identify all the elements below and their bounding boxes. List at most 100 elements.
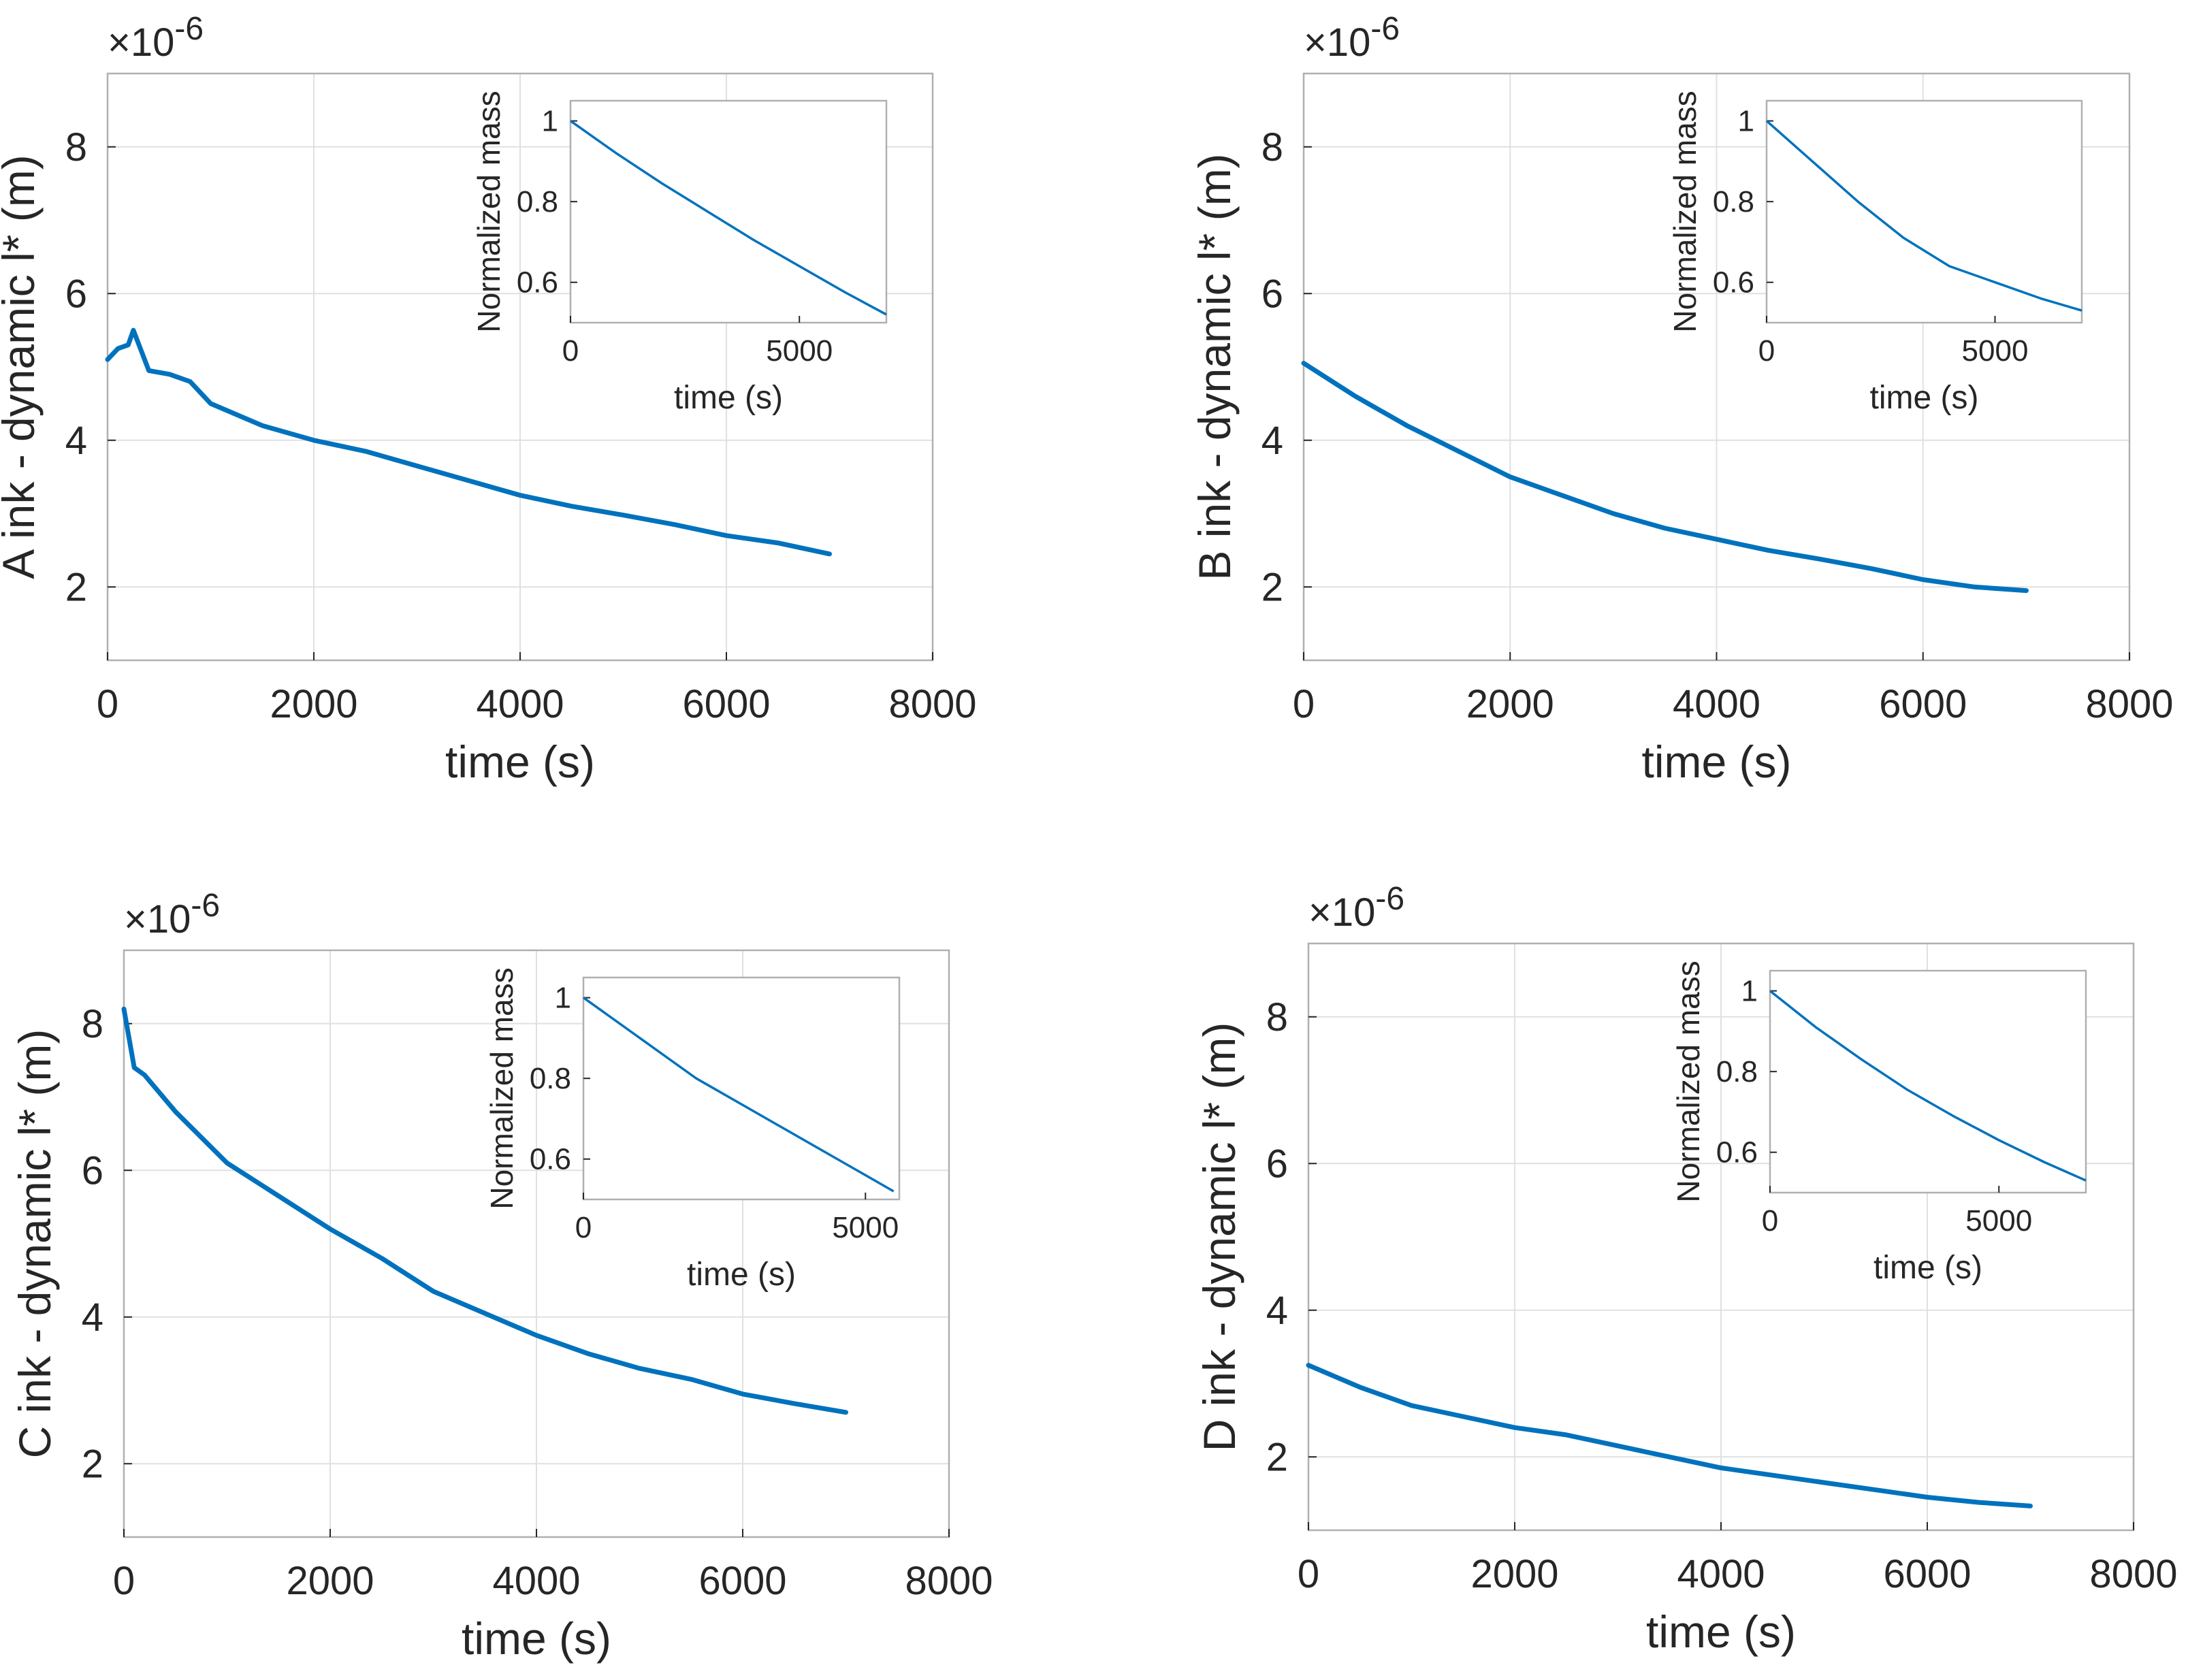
inset-plot: 0 5000 0.6 0.8 1 time (s) Normalized mass: [484, 967, 901, 1293]
inset-y-tick-label: 1: [555, 982, 571, 1015]
series-line: [121, 1006, 848, 1415]
inset-y-tick-label: 0.6: [1713, 266, 1754, 300]
exponent-power: -6: [1375, 881, 1404, 917]
exponent-label: ×10-6: [1308, 881, 1404, 935]
inset-axes-box: [569, 99, 888, 324]
inset-y-tick-label: 0.6: [517, 266, 558, 300]
y-axis-label: D ink - dynamic l* (m): [1194, 1022, 1244, 1452]
x-tick-label: 4000: [476, 682, 564, 726]
y-tick-label: 2: [1261, 565, 1283, 609]
x-tick-label: 6000: [1879, 682, 1967, 726]
inset-x-tick-label: 0: [575, 1211, 592, 1244]
inset-y-tick-label: 0.8: [1713, 185, 1754, 219]
x-tick-label: 8000: [2085, 682, 2173, 726]
inset-series-line: [569, 120, 887, 316]
inset-x-tick-label: 0: [562, 334, 579, 368]
y-tick-label: 4: [1261, 419, 1283, 463]
x-tick-label: 6000: [1883, 1552, 1971, 1596]
x-axis-label: time (s): [462, 1613, 611, 1664]
panel-d: 0 2000 4000 6000 8000 2 4 6 8 ×10-6 time (s) D ink …: [1194, 881, 2178, 1657]
exponent-label: ×10-6: [1304, 11, 1400, 65]
x-tick-label: 0: [113, 1559, 135, 1603]
inset-series-line: [582, 997, 895, 1193]
y-tick-label: 8: [65, 125, 87, 169]
y-tick-label: 8: [1261, 125, 1283, 169]
inset-x-tick-label: 5000: [766, 334, 833, 368]
inset-y-axis-label: Normalized mass: [1671, 960, 1706, 1202]
inset-x-axis-label: time (s): [687, 1257, 796, 1293]
y-tick-label: 6: [1266, 1142, 1288, 1186]
panel-a: 0 2000 4000 6000 8000 2 4 6 8 ×10-6 time (s) A ink …: [0, 11, 977, 787]
y-axis-label: A ink - dynamic l* (m): [0, 155, 44, 579]
x-tick-label: 0: [1298, 1552, 1319, 1596]
x-tick-label: 2000: [1466, 682, 1554, 726]
x-tick-label: 2000: [286, 1559, 374, 1603]
exponent-label: ×10-6: [124, 888, 220, 941]
inset-y-tick-label: 1: [1741, 975, 1758, 1008]
inset-y-tick-label: 0.6: [1716, 1136, 1758, 1169]
x-tick-label: 2000: [1470, 1552, 1558, 1596]
inset-y-tick-label: 0.8: [1716, 1055, 1758, 1088]
exponent-power: -6: [191, 888, 220, 924]
inset-y-tick-label: 0.8: [517, 185, 558, 219]
x-tick-label: 6000: [682, 682, 770, 726]
y-tick-label: 8: [1266, 995, 1288, 1039]
exponent-base: ×10: [124, 897, 191, 941]
inset-x-axis-label: time (s): [1870, 380, 1979, 416]
exponent-base: ×10: [1308, 890, 1375, 935]
inset-plot: 0 5000 0.6 0.8 1 time (s) Normalized mass: [471, 91, 888, 416]
y-tick-label: 2: [82, 1442, 103, 1486]
inset-x-axis-label: time (s): [674, 380, 783, 416]
y-tick-label: 8: [82, 1002, 103, 1046]
y-tick-label: 6: [82, 1148, 103, 1193]
x-axis-label: time (s): [445, 737, 595, 787]
inset-y-tick-label: 1: [1738, 105, 1754, 138]
series-line: [1306, 1363, 2033, 1508]
x-axis-label: time (s): [1646, 1606, 1796, 1657]
x-tick-label: 4000: [1673, 682, 1760, 726]
inset-x-axis-label: time (s): [1873, 1250, 1982, 1286]
y-axis-label: C ink - dynamic l* (m): [10, 1029, 60, 1459]
panel-b: 0 2000 4000 6000 8000 2 4 6 8 ×10-6 time (s) B ink …: [1189, 11, 2174, 787]
inset-x-tick-label: 0: [1758, 334, 1775, 368]
exponent-label: ×10-6: [108, 11, 204, 65]
inset-y-tick-label: 0.8: [530, 1062, 571, 1095]
inset-axes-box: [1765, 99, 2083, 324]
x-tick-label: 2000: [270, 682, 357, 726]
inset-series-line: [1765, 120, 2082, 312]
y-axis-label: B ink - dynamic l* (m): [1189, 153, 1240, 580]
x-axis-label: time (s): [1642, 737, 1792, 787]
exponent-base: ×10: [1304, 20, 1370, 65]
inset-y-axis-label: Normalized mass: [471, 91, 506, 332]
inset-x-tick-label: 5000: [1962, 334, 2029, 368]
y-tick-label: 2: [65, 565, 87, 609]
inset-plot: 0 5000 0.6 0.8 1 time (s) Normalized mass: [1671, 960, 2087, 1286]
inset-y-tick-label: 1: [542, 105, 558, 138]
x-tick-label: 6000: [698, 1559, 786, 1603]
y-tick-label: 4: [1266, 1289, 1288, 1333]
exponent-power: -6: [174, 11, 204, 47]
inset-y-tick-label: 0.6: [530, 1143, 571, 1176]
x-tick-label: 8000: [905, 1559, 993, 1603]
inset-y-axis-label: Normalized mass: [1667, 91, 1703, 332]
panel-c: 0 2000 4000 6000 8000 2 4 6 8 ×10-6 time (s) C ink …: [10, 888, 993, 1664]
inset-x-tick-label: 5000: [832, 1211, 899, 1244]
inset-plot: 0 5000 0.6 0.8 1 time (s) Normalized mass: [1667, 91, 2083, 416]
inset-series-line: [1769, 990, 2087, 1182]
series-line: [1301, 361, 2029, 594]
inset-axes-box: [582, 976, 901, 1201]
inset-x-tick-label: 5000: [1965, 1204, 2032, 1238]
exponent-power: -6: [1370, 11, 1400, 47]
x-tick-label: 4000: [1677, 1552, 1765, 1596]
y-tick-label: 4: [65, 419, 87, 463]
exponent-base: ×10: [108, 20, 174, 65]
y-tick-label: 6: [1261, 272, 1283, 316]
x-tick-label: 8000: [2089, 1552, 2177, 1596]
x-tick-label: 0: [1293, 682, 1315, 726]
x-tick-label: 8000: [888, 682, 976, 726]
inset-x-tick-label: 0: [1762, 1204, 1778, 1238]
y-tick-label: 4: [82, 1295, 103, 1340]
x-tick-label: 4000: [492, 1559, 580, 1603]
series-line: [105, 327, 832, 557]
